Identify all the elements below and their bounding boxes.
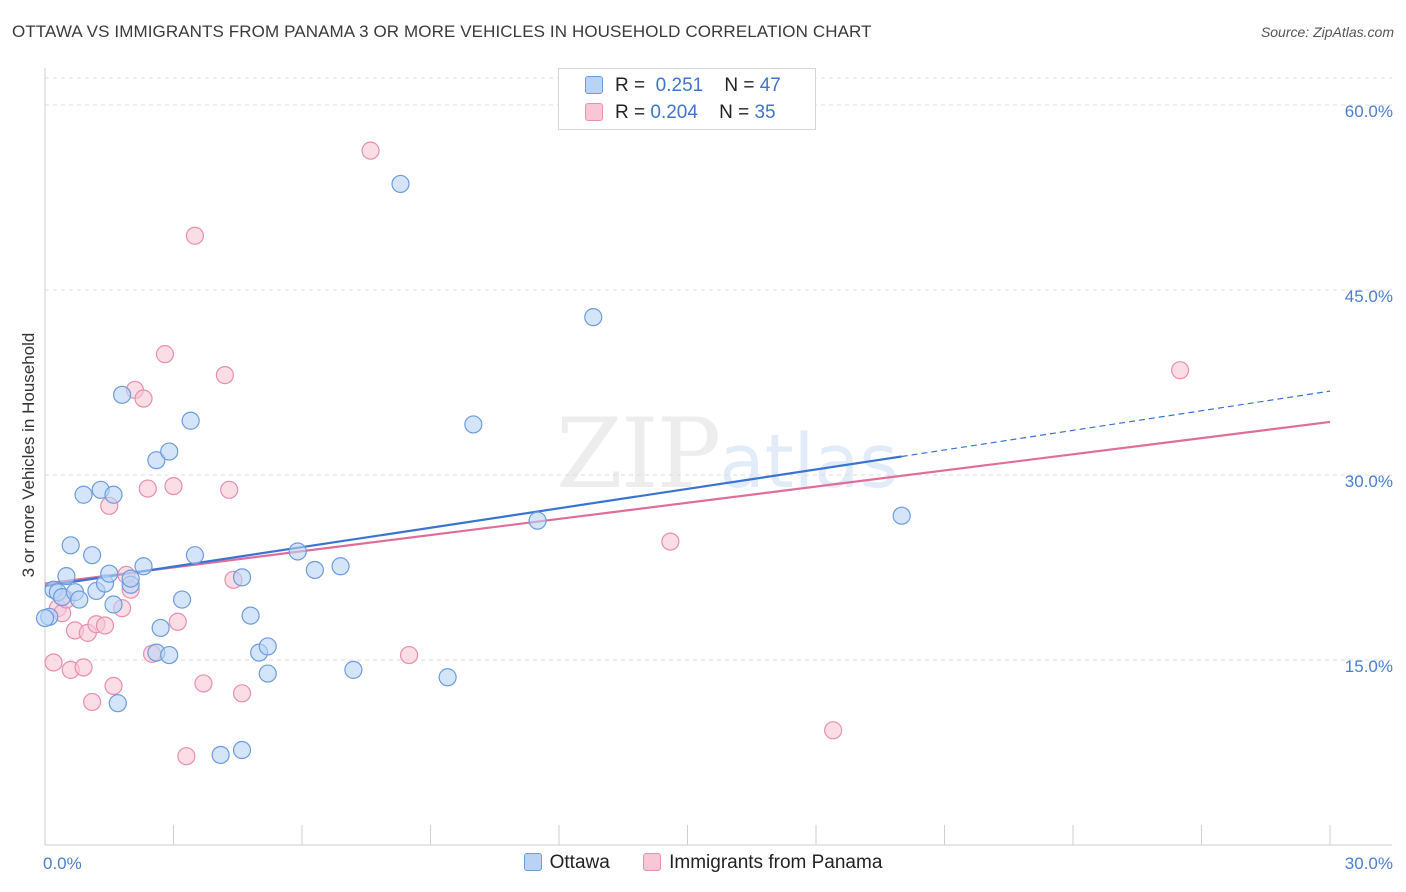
- data-point-ottawa: [104, 485, 123, 504]
- y-tick-label: 60.0%: [1345, 102, 1393, 121]
- data-point-panama: [215, 366, 234, 385]
- data-point-ottawa: [464, 415, 483, 434]
- data-point-ottawa: [241, 606, 260, 625]
- data-point-ottawa: [147, 451, 166, 470]
- data-point-ottawa: [331, 557, 350, 576]
- data-points: [35, 141, 1190, 766]
- data-point-panama: [95, 616, 115, 635]
- data-point-ottawa: [211, 745, 230, 765]
- data-point-ottawa: [438, 668, 457, 687]
- data-point-ottawa: [35, 608, 55, 628]
- data-point-ottawa: [391, 174, 410, 194]
- series-swatch-panama: [643, 853, 662, 871]
- data-point-panama: [168, 612, 187, 631]
- trend-line-ottawa: [44, 455, 902, 588]
- data-point-ottawa: [108, 694, 127, 713]
- data-point-panama: [824, 721, 843, 740]
- series-legend-panama-label: Immigrants from Panama: [669, 852, 883, 873]
- x-tick-label: 30.0%: [1345, 854, 1393, 873]
- legend-r-value: 0.251: [655, 75, 704, 96]
- data-point-ottawa: [258, 664, 277, 683]
- watermark-zip: ZIP: [556, 398, 721, 510]
- legend-swatch-panama: [585, 103, 603, 121]
- data-point-panama: [74, 658, 93, 677]
- data-point-ottawa: [172, 590, 192, 609]
- data-point-ottawa: [83, 546, 102, 565]
- legend-row-ottawa: R = 0.251 N = 47: [585, 75, 781, 101]
- data-point-panama: [155, 345, 175, 364]
- series-legend-ottawa: Ottawa: [523, 852, 610, 874]
- data-point-ottawa: [160, 442, 179, 461]
- data-point-panama: [220, 480, 239, 499]
- data-point-panama: [232, 684, 252, 703]
- data-point-panama: [164, 477, 183, 496]
- data-point-panama: [1170, 361, 1190, 380]
- legend-r-label: R =: [615, 75, 646, 96]
- data-point-panama: [177, 747, 196, 766]
- legend-r-value: 0.204: [650, 102, 698, 123]
- legend-swatch-ottawa: [585, 76, 603, 94]
- legend-r-label: R =: [615, 102, 646, 123]
- data-point-ottawa: [232, 568, 252, 587]
- data-point-panama: [185, 226, 205, 245]
- data-point-panama: [661, 532, 680, 551]
- trend-line-panama: [44, 420, 1331, 585]
- y-tick-label: 30.0%: [1345, 472, 1393, 491]
- data-point-panama: [361, 141, 380, 160]
- data-point-ottawa: [584, 308, 603, 327]
- series-legend-panama: Immigrants from Panama: [643, 852, 882, 874]
- data-point-ottawa: [74, 485, 93, 504]
- data-point-ottawa: [61, 536, 80, 555]
- series-legend: Ottawa Immigrants from Panama: [0, 852, 1406, 874]
- data-point-panama: [44, 653, 63, 672]
- data-point-ottawa: [100, 564, 119, 583]
- data-point-panama: [399, 645, 419, 665]
- tick-labels: 15.0% 30.0% 45.0% 60.0% 0.0% 30.0%: [43, 102, 1393, 873]
- data-point-ottawa: [528, 511, 547, 530]
- data-point-panama: [134, 389, 153, 408]
- series-swatch-ottawa: [523, 853, 542, 871]
- data-point-ottawa: [185, 546, 205, 565]
- source-credit: Source: ZipAtlas.com: [1260, 24, 1394, 40]
- data-point-ottawa: [344, 660, 363, 679]
- series-legend-ottawa-label: Ottawa: [549, 852, 610, 873]
- x-tick-label: 0.0%: [43, 854, 82, 873]
- data-point-ottawa: [151, 618, 170, 638]
- data-point-panama: [194, 674, 213, 693]
- legend-n-value: 35: [754, 102, 776, 123]
- chart-title: OTTAWA VS IMMIGRANTS FROM PANAMA 3 OR MO…: [12, 22, 872, 41]
- y-tick-label: 45.0%: [1345, 287, 1393, 306]
- data-point-ottawa: [70, 590, 89, 609]
- data-point-panama: [104, 676, 123, 696]
- data-point-panama: [138, 479, 157, 498]
- trend-lines: [44, 390, 1331, 588]
- data-point-ottawa: [181, 411, 200, 430]
- data-point-ottawa: [57, 567, 76, 586]
- legend-row-panama: R = 0.204 N = 35: [585, 102, 776, 128]
- data-point-ottawa: [305, 560, 324, 580]
- data-point-ottawa: [892, 506, 911, 525]
- legend-n-label: N =: [719, 102, 750, 123]
- y-axis-label: 3 or more Vehicles in Household: [19, 333, 38, 578]
- axes: [44, 68, 1392, 846]
- data-point-ottawa: [121, 569, 140, 588]
- data-point-ottawa: [134, 557, 153, 576]
- y-tick-label: 15.0%: [1345, 657, 1393, 676]
- data-point-panama: [83, 692, 102, 712]
- data-point-ottawa: [258, 637, 277, 656]
- data-point-ottawa: [112, 385, 132, 404]
- legend-n-value: 47: [759, 75, 781, 96]
- data-point-ottawa: [232, 740, 252, 760]
- trend-line-ottawa-extension: [901, 390, 1331, 458]
- data-point-ottawa: [160, 645, 179, 665]
- legend: R = 0.251 N = 47 R = 0.204 N = 35: [558, 68, 816, 130]
- data-point-ottawa: [104, 595, 123, 614]
- legend-n-label: N =: [724, 75, 755, 96]
- data-point-ottawa: [288, 542, 307, 561]
